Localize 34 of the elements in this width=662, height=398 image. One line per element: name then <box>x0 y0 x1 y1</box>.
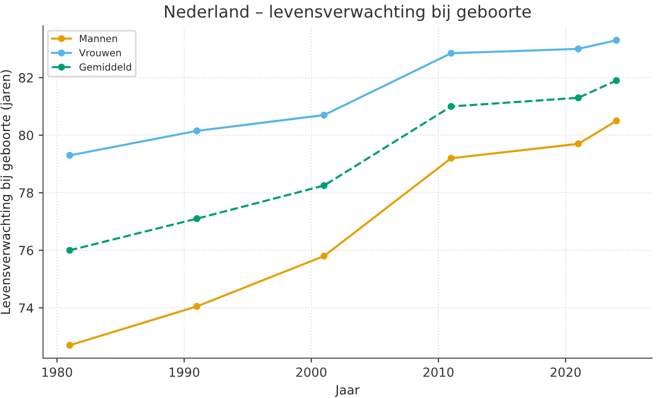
point <box>574 45 582 52</box>
x-tick-label: 1990 <box>170 367 200 377</box>
point <box>66 246 74 254</box>
point <box>574 94 582 102</box>
point <box>574 140 582 148</box>
point <box>320 112 328 119</box>
x-tick-label: 2000 <box>296 367 326 377</box>
chart-title: Nederland – levensverwachting bij geboorte <box>165 4 531 22</box>
x-tick-label: 2020 <box>550 367 581 377</box>
legend-label: Gemiddeld <box>80 63 131 71</box>
y-tick-label: 82 <box>18 73 33 83</box>
legend-label: Mannen <box>80 34 117 42</box>
point <box>66 152 74 159</box>
point <box>612 77 620 84</box>
y-tick-label: 80 <box>18 130 34 140</box>
point <box>320 252 328 260</box>
point <box>193 127 200 134</box>
point <box>448 154 455 162</box>
y-tick-label: 78 <box>19 188 34 198</box>
y-tick-label: 74 <box>19 303 34 313</box>
point <box>193 302 200 310</box>
x-tick-label: 1980 <box>42 367 72 377</box>
point <box>66 342 74 349</box>
legend-label: Vrouwen <box>79 49 121 56</box>
y-tick-label: 76 <box>19 246 34 256</box>
point <box>612 36 620 44</box>
point <box>320 182 328 190</box>
point <box>448 50 455 57</box>
y-axis-title: Levensverwachting bij geboorte (jaren) <box>0 70 13 314</box>
x-tick-label: 2010 <box>423 367 454 377</box>
x-axis-title: Jaar <box>334 385 360 397</box>
point <box>193 215 200 222</box>
point <box>448 102 455 110</box>
point <box>612 117 620 124</box>
